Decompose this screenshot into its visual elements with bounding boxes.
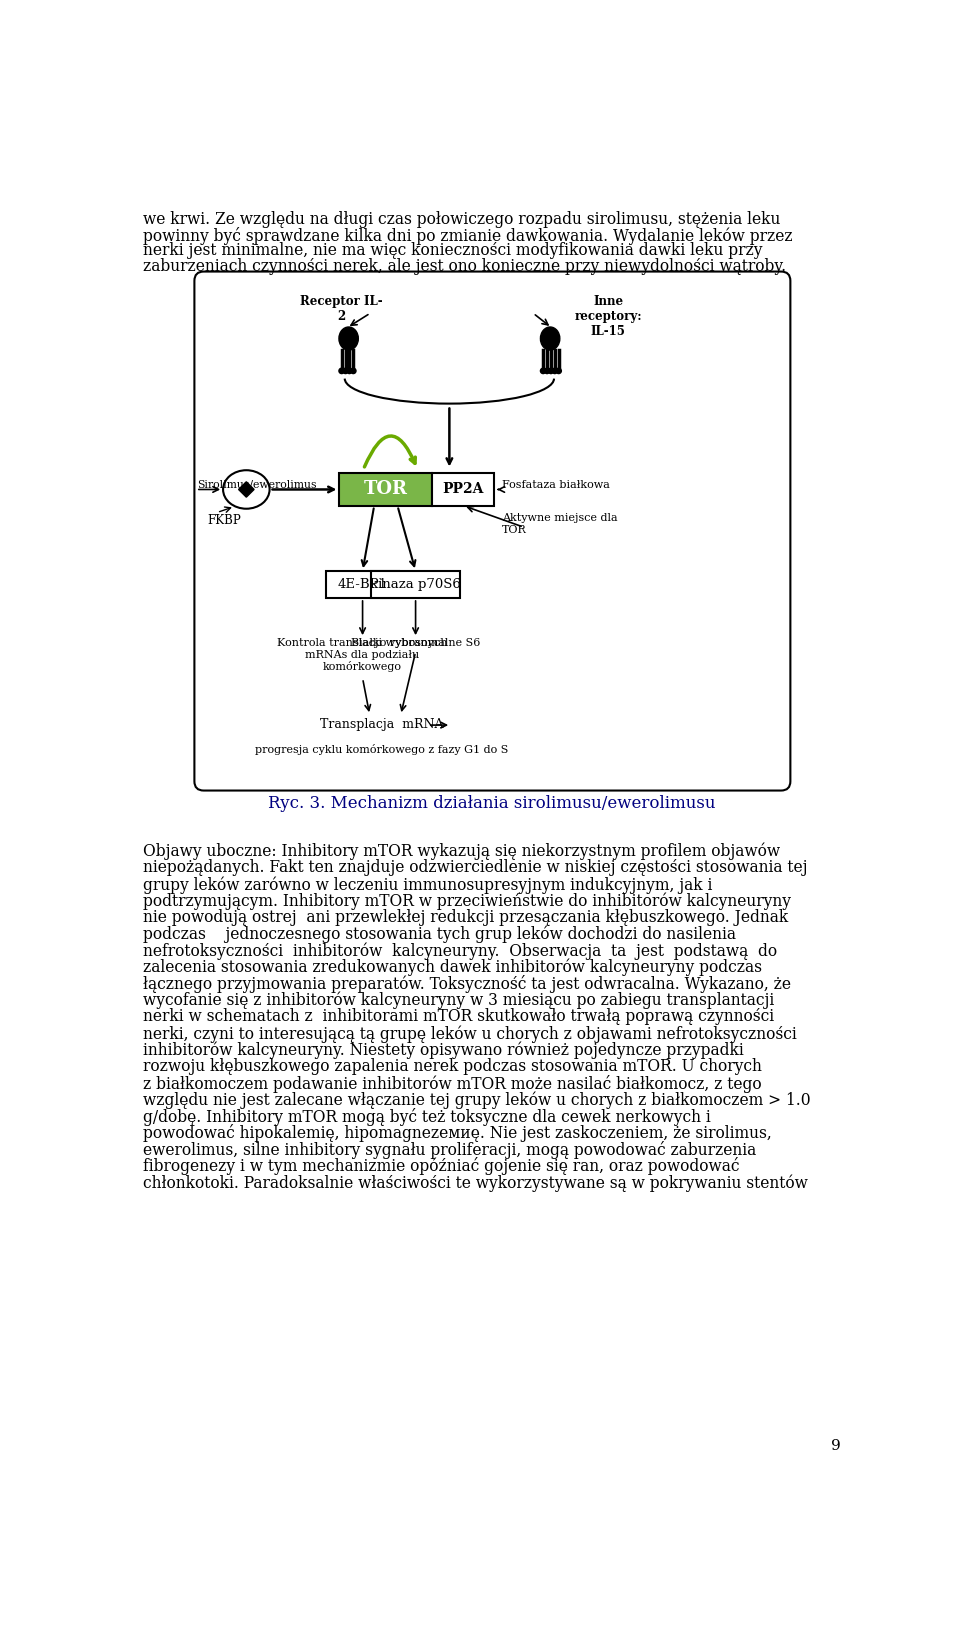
Text: z białkomoczem podawanie inhibitorów mTOR może nasilać białkomocz, z tego: z białkomoczem podawanie inhibitorów mTO…	[143, 1075, 762, 1092]
Circle shape	[552, 369, 558, 374]
Text: zaburzeniach czynności nerek, ale jest ono konieczne przy niewydolności wątroby.: zaburzeniach czynności nerek, ale jest o…	[143, 257, 786, 275]
Circle shape	[544, 369, 550, 374]
Text: PP2A: PP2A	[443, 483, 484, 496]
Text: TOR: TOR	[364, 481, 408, 499]
Text: Inne
receptory:
IL-15: Inne receptory: IL-15	[574, 295, 642, 338]
Text: chłonkotoki. Paradoksalnie właściwości te wykorzystywane są w pokrywaniu stentów: chłonkotoki. Paradoksalnie właściwości t…	[143, 1174, 808, 1191]
Ellipse shape	[223, 471, 270, 509]
Circle shape	[556, 369, 562, 374]
Text: 4E-BP1: 4E-BP1	[338, 578, 388, 591]
Text: fibrogenezy i w tym mechanizmie opóźniać gojenie się ran, oraz powodować: fibrogenezy i w tym mechanizmie opóźniać…	[143, 1158, 740, 1176]
Text: we krwi. Ze względu na długi czas połowiczego rozpadu sirolimusu, stężenia leku: we krwi. Ze względu na długi czas połowi…	[143, 211, 780, 229]
Text: kinaza p70S6: kinaza p70S6	[371, 578, 461, 591]
Text: g/dobę. Inhibitory mTOR mogą być też toksyczne dla cewek nerkowych i: g/dobę. Inhibitory mTOR mogą być też tok…	[143, 1108, 711, 1127]
Text: zalecenia stosowania zredukowanych dawek inhibitorów kalcyneuryny podczas: zalecenia stosowania zredukowanych dawek…	[143, 959, 762, 977]
FancyBboxPatch shape	[371, 572, 460, 598]
Circle shape	[347, 369, 352, 374]
Text: Aktywne miejsce dla
TOR: Aktywne miejsce dla TOR	[502, 514, 617, 535]
Circle shape	[548, 369, 554, 374]
FancyBboxPatch shape	[339, 473, 432, 506]
Text: niepożądanych. Fakt ten znajduje odzwierciedlenie w niskiej częstości stosowania: niepożądanych. Fakt ten znajduje odzwier…	[143, 860, 807, 876]
Text: Białko rybosomalne S6: Białko rybosomalne S6	[351, 637, 480, 647]
Text: łącznego przyjmowania preparatów. Toksyczność ta jest odwracalna. Wykazano, że: łącznego przyjmowania preparatów. Toksyc…	[143, 975, 791, 993]
Text: inhibitorów kalcyneuryny. Niestety opisywano również pojedyncze przypadki: inhibitorów kalcyneuryny. Niestety opisy…	[143, 1041, 744, 1059]
Text: nefrotoksyczności  inhibitorów  kalcyneuryny.  Obserwacja  ta  jest  podstawą  d: nefrotoksyczności inhibitorów kalcyneury…	[143, 942, 778, 960]
FancyBboxPatch shape	[194, 272, 790, 791]
Text: powodować hipokalemię, hipomagnezeмиę. Nie jest zaskoczeniem, że sirolimus,: powodować hipokalemię, hipomagnezeмиę. N…	[143, 1125, 772, 1143]
Text: podczas    jednoczesnego stosowania tych grup leków dochodzi do nasilenia: podczas jednoczesnego stosowania tych gr…	[143, 926, 736, 944]
Text: Transplacja  mRNA: Transplacja mRNA	[320, 718, 444, 731]
Text: grupy leków zarówno w leczeniu immunosupresyjnym indukcyjnym, jak i: grupy leków zarówno w leczeniu immunosup…	[143, 876, 712, 894]
Ellipse shape	[540, 328, 560, 351]
Circle shape	[350, 369, 356, 374]
Text: Objawy uboczne: Inhibitory mTOR wykazują się niekorzystnym profilem objawów: Objawy uboczne: Inhibitory mTOR wykazują…	[143, 843, 780, 860]
Text: nerki jest minimalne, nie ma więc konieczności modyfikowania dawki leku przy: nerki jest minimalne, nie ma więc koniec…	[143, 242, 763, 259]
Text: powinny być sprawdzane kilka dni po zmianie dawkowania. Wydalanie leków przez: powinny być sprawdzane kilka dni po zmia…	[143, 227, 793, 245]
Circle shape	[540, 369, 546, 374]
Text: FKBP: FKBP	[207, 514, 241, 527]
Text: rozwoju kłębuszkowego zapalenia nerek podczas stosowania mTOR. U chorych: rozwoju kłębuszkowego zapalenia nerek po…	[143, 1057, 762, 1075]
Text: 9: 9	[831, 1439, 841, 1453]
Circle shape	[343, 369, 348, 374]
Text: wycofanie się z inhibitorów kalcyneuryny w 3 miesiącu po zabiegu transplantacji: wycofanie się z inhibitorów kalcyneuryny…	[143, 991, 775, 1010]
Text: względu nie jest zalecane włączanie tej grupy leków u chorych z białkomoczem > 1: względu nie jest zalecane włączanie tej …	[143, 1092, 811, 1108]
Text: progresja cyklu komórkowego z fazy G1 do S: progresja cyklu komórkowego z fazy G1 do…	[254, 744, 508, 756]
Text: nie powodują ostrej  ani przewlekłej redukcji przesączania kłębuszkowego. Jednak: nie powodują ostrej ani przewlekłej redu…	[143, 909, 788, 926]
Text: Sirolimus/ewerolimus: Sirolimus/ewerolimus	[198, 479, 317, 489]
FancyBboxPatch shape	[432, 473, 494, 506]
Circle shape	[339, 369, 345, 374]
Text: Fosfataza białkowa: Fosfataza białkowa	[502, 479, 610, 489]
Text: nerki, czyni to interesującą tą grupę leków u chorych z objawami nefrotoksycznoś: nerki, czyni to interesującą tą grupę le…	[143, 1024, 797, 1043]
Text: Ryc. 3. Mechanizm działania sirolimusu/ewerolimusu: Ryc. 3. Mechanizm działania sirolimusu/e…	[268, 796, 716, 812]
Text: ewerolimus, silne inhibitory sygnału proliferacji, mogą powodować zaburzenia: ewerolimus, silne inhibitory sygnału pro…	[143, 1141, 756, 1159]
Text: nerki w schematach z  inhibitorami mTOR skutkowało trwałą poprawą czynności: nerki w schematach z inhibitorami mTOR s…	[143, 1008, 775, 1026]
Text: Kontrola translacji wybranych
mRNAs dla podziału
komórkowego: Kontrola translacji wybranych mRNAs dla …	[277, 637, 447, 672]
Ellipse shape	[339, 328, 358, 351]
Text: Receptor IL-
2: Receptor IL- 2	[300, 295, 382, 323]
FancyBboxPatch shape	[325, 572, 399, 598]
Polygon shape	[239, 483, 254, 497]
Text: podtrzymującym. Inhibitory mTOR w przeciwieństwie do inhibitorów kalcyneuryny: podtrzymującym. Inhibitory mTOR w przeci…	[143, 893, 791, 911]
